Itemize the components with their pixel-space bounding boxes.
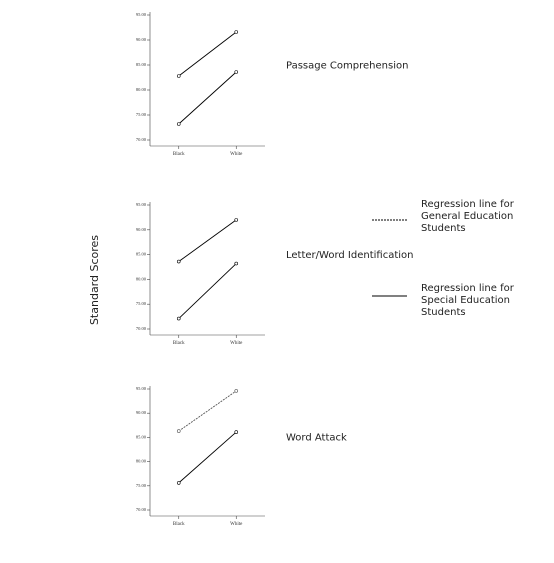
x-tick-label: White [230,522,243,527]
y-tick-label: 85.00 [136,434,147,439]
y-tick-label: 95.00 [136,12,147,17]
data-line [178,263,237,319]
x-tick-label: Black [173,341,185,346]
data-line [178,431,237,484]
y-tick-label: 75.00 [136,483,147,488]
data-point [176,74,181,78]
data-point [176,429,181,433]
data-line [178,219,237,262]
data-point [234,261,239,266]
y-tick-label: 90.00 [136,37,147,42]
data-line [178,390,237,432]
y-tick-label: 70.00 [136,137,147,142]
y-tick-label: 75.00 [136,112,147,117]
data-point [234,70,239,74]
legend-label: Regression line for General Education St… [421,199,514,234]
y-tick-label: 85.00 [136,252,147,257]
data-point [176,481,181,485]
data-point [234,389,239,393]
data-point [234,30,239,34]
x-tick-label: Black [173,152,185,157]
data-point [234,430,239,434]
data-point [176,122,181,126]
y-axis-label: Standard Scores [88,235,101,325]
x-tick-label: White [230,341,243,346]
data-point [234,218,239,222]
y-tick-label: 80.00 [136,276,147,281]
y-tick-label: 80.00 [136,87,147,92]
y-tick-label: 95.00 [136,386,147,391]
x-tick-label: Black [173,522,185,527]
y-tick-label: 70.00 [136,326,147,331]
y-tick-label: 90.00 [136,227,147,232]
data-line [178,71,237,125]
y-tick-label: 85.00 [136,62,147,67]
chart-title: Word Attack [286,433,347,444]
legend-label: Regression line for Special Education St… [421,283,514,318]
y-tick-label: 80.00 [136,459,147,464]
y-tick-label: 75.00 [136,301,147,306]
x-tick-label: White [230,152,243,157]
data-line [178,31,237,77]
y-tick-label: 95.00 [136,202,147,207]
y-tick-label: 70.00 [136,507,147,512]
chart-title: Passage Comprehension [286,61,408,72]
data-point [176,259,181,264]
data-point [176,316,181,321]
y-tick-label: 90.00 [136,410,147,415]
chart-title: Letter/Word Identification [286,250,413,261]
